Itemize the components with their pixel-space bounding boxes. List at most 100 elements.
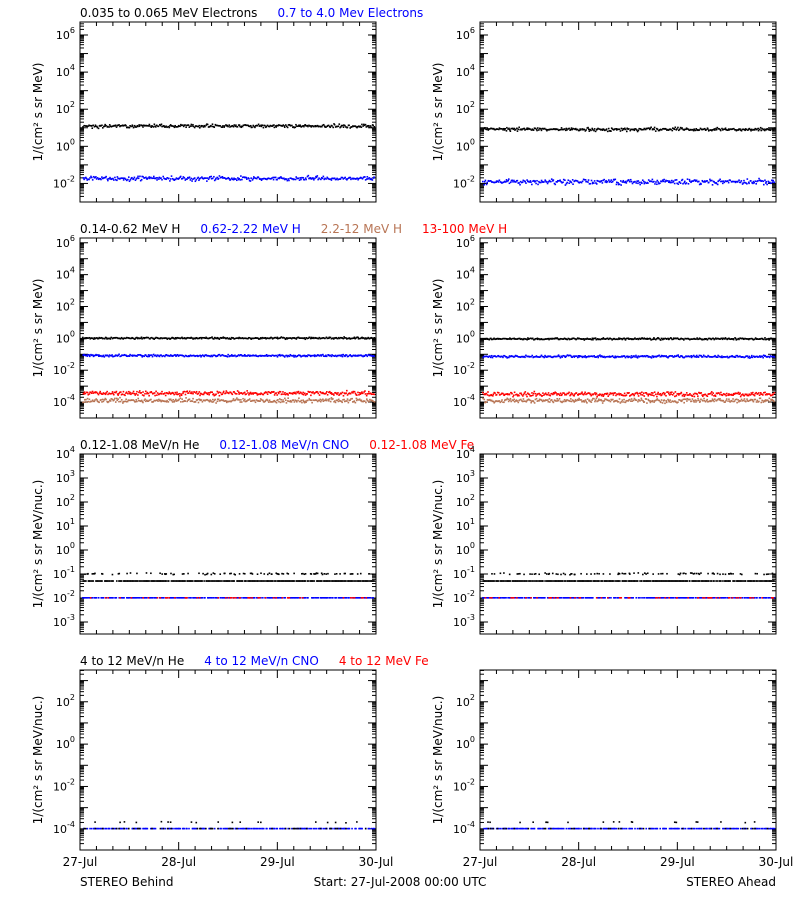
data-point [763,129,766,132]
data-point [550,128,553,131]
data-point [346,398,349,400]
data-point [733,356,736,358]
data-point [715,127,717,130]
data-point [215,124,217,127]
data-point [82,392,85,395]
data-point [593,397,595,400]
data-point [242,337,245,340]
data-point [521,128,524,130]
data-point [222,337,225,339]
data-point [676,393,679,395]
data-point [618,398,621,400]
data-point [233,355,235,357]
data-point [750,128,753,131]
data-point [503,129,506,131]
data-point [131,392,133,394]
data-point [197,176,200,179]
data-point [139,353,141,356]
data-point [330,397,333,399]
data-point [628,392,630,394]
data-point [541,355,544,358]
data-point [766,183,768,186]
data-point [294,354,297,357]
data-point [665,180,668,182]
data-point [277,125,279,127]
data-point [566,181,568,184]
data-point [336,393,338,396]
data-point [171,125,174,127]
data-point [544,392,547,395]
data-point [647,393,650,396]
data-point [241,176,244,179]
data-point [764,179,766,182]
data-point [550,338,552,340]
data-point [105,124,107,127]
data-point [511,127,514,130]
data-point [678,338,681,341]
data-point [100,125,102,127]
data-point [629,394,632,397]
data-point [202,126,205,128]
data-point [647,398,650,401]
data-point [677,183,680,185]
data-point [507,398,510,401]
data-point [606,130,609,133]
data-point [535,337,538,340]
data-point [110,336,113,339]
data-series [82,123,376,130]
data-point [290,337,292,339]
data-point [762,183,765,186]
y-tick-base: 10 [53,177,67,190]
data-point [598,394,600,397]
data-point [186,336,189,339]
data-point [525,400,528,403]
data-point [514,128,517,131]
data-point [665,394,667,397]
data-point [348,337,351,339]
data-point [729,179,731,182]
data-point [254,401,257,404]
data-point [125,179,128,182]
data-point [171,355,173,357]
data-point [532,179,535,182]
data-point [640,397,643,400]
data-point [505,355,508,358]
data-point [670,401,672,404]
data-point [705,128,707,131]
data-point [622,394,624,397]
data-point [317,392,320,395]
data-point [239,401,242,403]
data-point [750,180,752,182]
data-point [756,128,758,130]
data-point [169,355,171,357]
data-point [530,401,532,404]
data-point [691,128,694,131]
data-point [690,394,692,396]
data-point [215,337,217,340]
data-point [654,130,657,132]
data-point [594,399,597,401]
data-point [642,355,644,358]
data-point [349,392,352,395]
data-point [96,399,98,401]
data-point [236,397,238,399]
data-point [588,392,590,394]
data-point [275,354,278,357]
data-point [254,336,257,339]
data-point [518,394,520,397]
data-point [245,355,247,357]
data-point [222,391,225,394]
data-point [127,176,130,178]
data-point [261,355,264,357]
data-point [669,399,671,401]
data-point [122,354,125,357]
data-point [95,391,98,394]
data-point [105,354,107,357]
data-point [253,125,255,128]
data-point [746,178,749,180]
data-point [130,125,132,128]
data-point [530,394,533,397]
data-point [254,125,257,127]
data-point [283,125,286,127]
y-tick-label: 102 [456,100,475,116]
